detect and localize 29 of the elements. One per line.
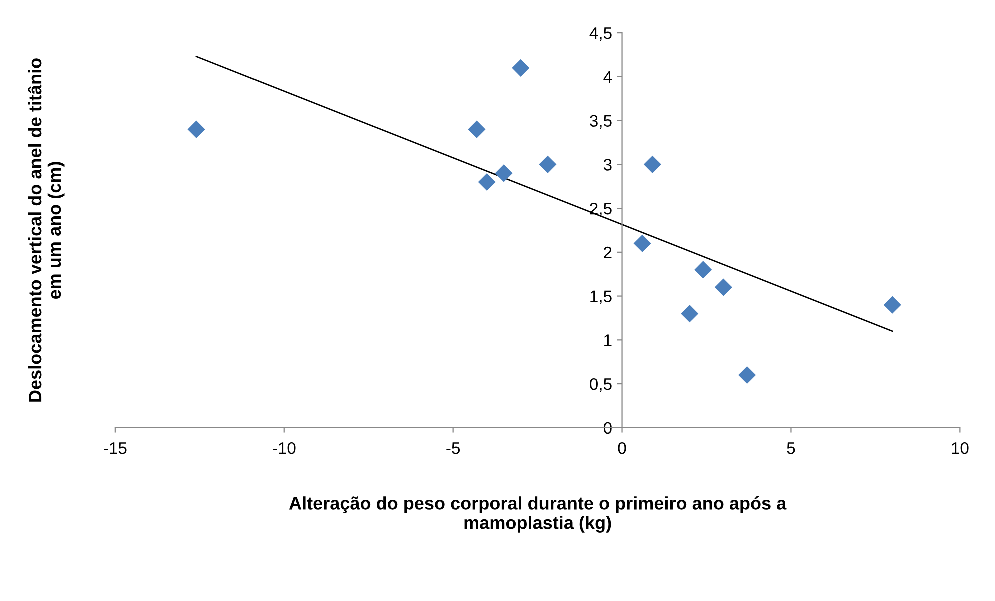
point [539, 156, 557, 174]
y-tick-label: 0,5 [590, 378, 612, 392]
point [468, 120, 486, 138]
point [512, 59, 530, 77]
x-tick-label: -5 [446, 442, 460, 454]
point [714, 278, 732, 296]
y-tick-label: 3 [604, 159, 612, 171]
point [681, 305, 699, 323]
y-tick-label: 3,5 [590, 115, 612, 129]
point [694, 261, 712, 279]
y-tick-label: 4,5 [590, 28, 612, 42]
y-tick-label: 1 [604, 334, 612, 346]
x-axis-title: Alteração do peso corporal durante o primeiro ano após a mamoplastia (kg) [289, 496, 787, 533]
point [478, 173, 496, 192]
x-tick-label: 0 [618, 442, 626, 454]
x-tick-label: -15 [104, 442, 127, 454]
y-tick-label: 1,5 [590, 290, 612, 304]
point [634, 234, 652, 252]
x-tick-label: 10 [952, 442, 969, 454]
x-tick-label: -10 [273, 442, 296, 454]
x-tick-label: 5 [787, 442, 796, 454]
point [884, 296, 902, 314]
y-tick-label: 4 [604, 72, 612, 83]
y-tick-label: 2 [604, 246, 612, 258]
point [738, 366, 756, 384]
point [644, 156, 662, 174]
y-axis-title: Deslocamento vertical do anel de titânio em um ano (cm) [28, 58, 65, 402]
point [495, 164, 513, 182]
point [188, 120, 206, 138]
